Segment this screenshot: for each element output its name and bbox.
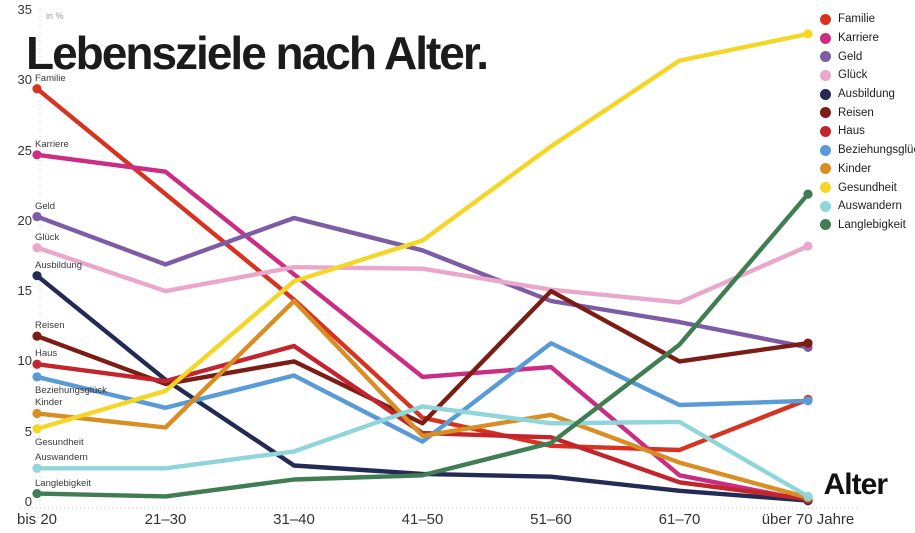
legend-label: Beziehungsglück bbox=[838, 144, 915, 157]
x-tick-label: über 70 Jahre bbox=[761, 511, 855, 528]
legend-item: Haus bbox=[820, 122, 915, 141]
legend-item: Reisen bbox=[820, 103, 915, 122]
legend-label: Glück bbox=[838, 69, 868, 82]
y-tick-label: 30 bbox=[17, 72, 32, 88]
legend-item: Ausbildung bbox=[820, 85, 915, 104]
series-start-dot-langlebigkeit bbox=[32, 488, 42, 499]
chart-title: Lebensziele nach Alter. bbox=[26, 27, 489, 79]
series-end-dot-langlebigkeit bbox=[803, 189, 813, 199]
series-line-karriere bbox=[34, 152, 811, 503]
series-start-dot-auswandern bbox=[32, 463, 42, 473]
legend-label: Geld bbox=[838, 50, 863, 63]
series-line-reisen bbox=[34, 288, 811, 426]
legend-item: Beziehungsglück bbox=[820, 141, 915, 160]
x-tick-label: 31–40 bbox=[273, 511, 315, 528]
legend-swatch-icon bbox=[820, 163, 831, 175]
y-tick-label: 35 bbox=[17, 2, 32, 17]
series-line-familie bbox=[34, 86, 811, 453]
series-start-dot-beziehungsgl-ck bbox=[32, 372, 42, 382]
legend-label: Karriere bbox=[838, 32, 879, 45]
series-line-gesundheit bbox=[34, 31, 811, 432]
series-inline-label: Familie bbox=[35, 72, 66, 84]
legend-swatch-icon bbox=[820, 182, 831, 194]
series-inline-label: Gesundheit bbox=[35, 436, 84, 448]
series-line-beziehungsgl-ck bbox=[34, 341, 811, 444]
legend-swatch-icon bbox=[820, 13, 831, 25]
y-axis-unit-label: in % bbox=[46, 11, 64, 21]
series-inline-label: Ausbildung bbox=[35, 259, 83, 271]
series-line-kinder bbox=[34, 298, 811, 500]
series-inline-label: Kinder bbox=[35, 397, 63, 409]
legend-label: Kinder bbox=[838, 162, 872, 175]
series-inline-label: Haus bbox=[35, 348, 58, 360]
series-end-dot-reisen bbox=[803, 338, 813, 348]
legend-item: Langlebigkeit bbox=[820, 216, 915, 235]
legend-swatch-icon bbox=[820, 107, 831, 119]
series-end-dot-beziehungsgl-ck bbox=[803, 396, 813, 406]
y-tick-label: 15 bbox=[17, 283, 32, 299]
chart-legend: Familie Karriere Geld Glück Ausbildung Reisen… bbox=[820, 10, 915, 234]
legend-swatch-icon bbox=[820, 32, 831, 44]
legend-swatch-icon bbox=[820, 88, 831, 100]
series-start-dot-gl-ck bbox=[32, 242, 42, 253]
y-tick-label: 25 bbox=[17, 142, 32, 158]
series-start-dot-familie bbox=[32, 84, 42, 94]
series-start-dot-karriere bbox=[32, 150, 42, 160]
series-inline-label: Auswandern bbox=[35, 452, 88, 464]
legend-swatch-icon bbox=[820, 144, 831, 156]
series-inline-label: Reisen bbox=[35, 320, 65, 332]
series-end-dot-auswandern bbox=[803, 491, 813, 501]
series-start-dot-ausbildung bbox=[32, 271, 42, 281]
series-start-dot-haus bbox=[32, 359, 42, 369]
legend-item: Geld bbox=[820, 47, 915, 66]
legend-swatch-icon bbox=[820, 219, 831, 231]
legend-swatch-icon bbox=[820, 200, 831, 212]
series-inline-label: Beziehungsglück bbox=[35, 384, 107, 396]
y-tick-label: 5 bbox=[24, 423, 32, 439]
x-tick-label: 51–60 bbox=[530, 511, 572, 528]
y-tick-label: 0 bbox=[24, 494, 32, 509]
legend-label: Auswandern bbox=[838, 200, 902, 213]
x-tick-label: 41–50 bbox=[401, 511, 444, 528]
legend-label: Ausbildung bbox=[838, 88, 895, 101]
series-end-dot-gl-ck bbox=[803, 241, 813, 251]
legend-item: Auswandern bbox=[820, 197, 915, 216]
legend-label: Reisen bbox=[838, 106, 874, 119]
series-inline-label: Geld bbox=[35, 200, 56, 212]
y-tick-label: 20 bbox=[17, 212, 32, 228]
legend-swatch-icon bbox=[820, 51, 831, 63]
legend-label: Gesundheit bbox=[838, 181, 897, 194]
legend-item: Kinder bbox=[820, 160, 915, 179]
legend-label: Familie bbox=[838, 13, 876, 26]
legend-label: Langlebigkeit bbox=[838, 218, 906, 231]
series-inline-label: Glück bbox=[35, 231, 60, 243]
series-end-dot-gesundheit bbox=[803, 29, 813, 39]
legend-swatch-icon bbox=[820, 125, 831, 137]
legend-item: Glück bbox=[820, 66, 915, 85]
series-start-dot-kinder bbox=[32, 408, 42, 419]
x-axis-title: Alter bbox=[823, 468, 888, 501]
legend-item: Karriere bbox=[820, 29, 915, 48]
series-inline-label: Langlebigkeit bbox=[35, 477, 91, 489]
series-line-langlebigkeit bbox=[34, 191, 811, 499]
series-start-dot-reisen bbox=[32, 331, 42, 341]
legend-swatch-icon bbox=[820, 69, 831, 81]
series-line-auswandern bbox=[34, 404, 811, 499]
series-line-gl-ck bbox=[34, 243, 811, 305]
x-tick-label: 21–30 bbox=[144, 511, 187, 528]
x-tick-label: 61–70 bbox=[658, 511, 701, 528]
legend-item: Gesundheit bbox=[820, 178, 915, 197]
legend-item: Familie bbox=[820, 10, 915, 29]
series-line-geld bbox=[34, 214, 811, 350]
series-start-dot-geld bbox=[32, 212, 42, 222]
series-start-dot-gesundheit bbox=[32, 424, 42, 434]
y-tick-label: 10 bbox=[17, 353, 32, 369]
series-inline-label: Karriere bbox=[35, 138, 69, 150]
x-tick-label: bis 20 bbox=[16, 511, 58, 528]
legend-label: Haus bbox=[838, 125, 865, 138]
